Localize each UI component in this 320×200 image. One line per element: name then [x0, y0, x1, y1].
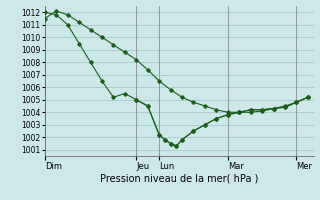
- X-axis label: Pression niveau de la mer( hPa ): Pression niveau de la mer( hPa ): [100, 173, 258, 183]
